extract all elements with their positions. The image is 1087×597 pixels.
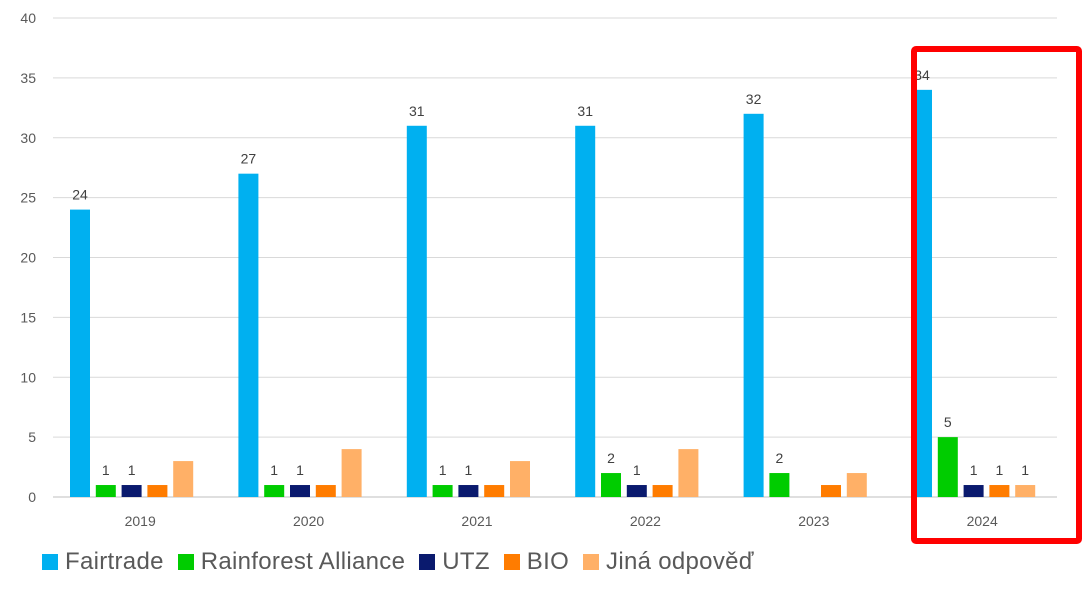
data-label: 1: [128, 462, 136, 478]
bar-rainforest-alliance-2021: [432, 485, 453, 497]
legend: Fairtrade Rainforest Alliance UTZ BIO Jiná o…: [42, 546, 768, 578]
legend-swatch: [419, 554, 436, 570]
y-tick-label: 25: [20, 190, 36, 206]
legend-swatch: [42, 554, 58, 570]
bar-jiná-odpověď-2024: [1015, 485, 1036, 497]
y-tick-label: 35: [20, 70, 36, 86]
y-tick-label: 10: [20, 369, 36, 385]
data-label: 31: [409, 103, 425, 119]
bar-fairtrade-2020: [238, 173, 259, 498]
legend-label: UTZ: [442, 548, 490, 575]
data-label: 1: [970, 462, 978, 478]
bar-rainforest-alliance-2020: [264, 485, 285, 497]
bar-rainforest-alliance-2023: [769, 473, 790, 497]
x-tick-label: 2022: [630, 513, 661, 529]
bar-fairtrade-2022: [575, 125, 596, 498]
bar-bio-2021: [484, 485, 505, 497]
x-tick-label: 2020: [293, 513, 324, 529]
data-label: 5: [944, 414, 952, 430]
data-label: 24: [72, 187, 88, 203]
bar-rainforest-alliance-2019: [95, 485, 116, 497]
data-label: 34: [914, 67, 930, 83]
legend-item: Jiná odpověď: [583, 548, 754, 576]
data-label: 1: [270, 462, 278, 478]
data-label: 1: [633, 462, 641, 478]
bar-fairtrade-2019: [70, 209, 90, 497]
bar-jiná-odpověď-2021: [510, 461, 530, 497]
bar-fairtrade-2021: [406, 125, 427, 498]
y-axis-ticks: 0 5 10 15 20 25 30 35 40: [20, 10, 36, 505]
gridlines: [53, 17, 1057, 498]
highlight-group: [911, 46, 1082, 544]
bar-utz-2020: [290, 485, 310, 497]
x-tick-label: 2019: [125, 513, 156, 529]
legend-item: UTZ: [419, 548, 490, 576]
y-tick-label: 15: [20, 309, 36, 325]
bar-jiná-odpověď-2019: [173, 461, 194, 497]
y-tick-label: 20: [20, 250, 36, 266]
bar-jiná-odpověď-2023: [846, 473, 867, 497]
legend-item: BIO: [503, 548, 570, 576]
bar-bio-2024: [989, 485, 1010, 497]
data-label: 1: [296, 462, 304, 478]
data-label: 1: [1021, 462, 1029, 478]
legend-label: Rainforest Alliance: [200, 548, 406, 575]
bar-bio-2023: [821, 485, 841, 497]
data-label: 1: [102, 462, 110, 478]
y-tick-label: 0: [28, 489, 36, 505]
legend-swatch: [583, 554, 600, 570]
legend-item: Rainforest Alliance: [177, 548, 406, 576]
bar-utz-2019: [121, 485, 142, 497]
bar-bio-2020: [315, 485, 336, 497]
bar-fairtrade-2023: [743, 113, 764, 498]
bar-utz-2021: [458, 485, 479, 497]
bars: 24 27 31 31 32 34 1 1 1 2 2 5 1 1 1 1 1 1 1: [70, 67, 1036, 498]
x-tick-label: 2024: [967, 513, 998, 529]
data-label: 2: [776, 450, 784, 466]
x-axis-ticks: 2019 2020 2021 2022 2023 2024: [125, 513, 998, 529]
data-label: 32: [746, 91, 762, 107]
y-tick-label: 5: [28, 429, 36, 445]
x-tick-label: 2023: [798, 513, 829, 529]
x-tick-label: 2021: [461, 513, 492, 529]
y-tick-label: 40: [20, 10, 36, 26]
legend-label: Jiná odpověď: [606, 548, 754, 575]
legend-label: BIO: [526, 548, 570, 575]
bar-rainforest-alliance-2024: [937, 437, 958, 497]
data-label: 1: [439, 462, 447, 478]
legend-swatch: [503, 554, 520, 570]
legend-item: Fairtrade: [42, 548, 164, 576]
bar-rainforest-alliance-2022: [601, 473, 621, 497]
legend-label: Fairtrade: [65, 548, 164, 575]
data-label: 1: [996, 462, 1004, 478]
y-tick-label: 30: [20, 130, 36, 146]
data-label: 27: [241, 151, 257, 167]
data-label: 2: [607, 450, 615, 466]
bar-bio-2022: [652, 485, 673, 497]
legend-swatch: [177, 554, 194, 570]
data-label: 31: [577, 103, 593, 119]
bar-bio-2019: [147, 485, 168, 497]
bar-utz-2024: [963, 485, 984, 497]
highlight-box: [911, 46, 1082, 544]
data-label: 1: [465, 462, 473, 478]
bar-jiná-odpověď-2022: [678, 449, 699, 497]
bar-utz-2022: [626, 485, 647, 497]
bar-jiná-odpověď-2020: [341, 449, 362, 497]
